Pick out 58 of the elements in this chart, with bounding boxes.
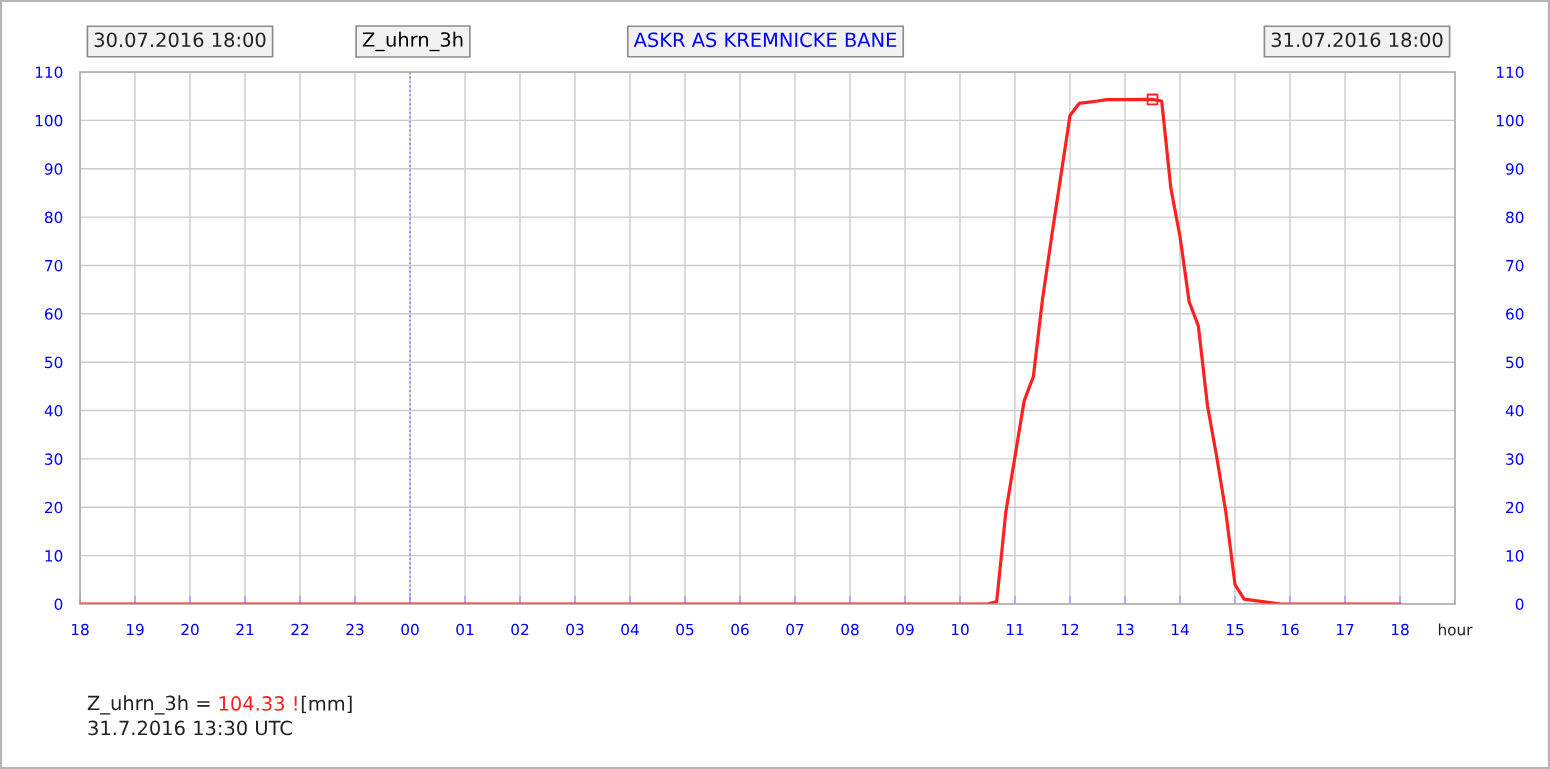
y2-tick-label: 10 bbox=[1506, 550, 1524, 562]
x-tick-label: 06 bbox=[731, 623, 749, 636]
text: 104.33 ! bbox=[219, 696, 297, 711]
x-tick-label: 02 bbox=[511, 623, 529, 636]
x-tick-label: 05 bbox=[676, 623, 694, 636]
y2-tick-label: 30 bbox=[1506, 453, 1524, 465]
y2-tick-label: 0 bbox=[1515, 598, 1524, 611]
chart-title: Z_uhrn_3h bbox=[362, 31, 463, 52]
y-tick-label: 20 bbox=[45, 501, 63, 514]
x-tick-label: 00 bbox=[401, 623, 419, 636]
x-tick-label: 19 bbox=[126, 623, 144, 636]
y2-tick-label: 100 bbox=[1496, 114, 1524, 127]
y2-tick-label: 80 bbox=[1506, 211, 1524, 224]
y2-tick-label: 90 bbox=[1505, 163, 1524, 175]
x-tick-label: 18 bbox=[71, 623, 89, 636]
x-axis-title: hour bbox=[1438, 623, 1473, 636]
text: 31.7.2016 13:30 UTC bbox=[88, 720, 292, 736]
x-tick-label: 09 bbox=[896, 623, 914, 636]
x-tick-label: 07 bbox=[786, 623, 804, 636]
y2-tick-label: 40 bbox=[1505, 405, 1524, 417]
text: 31.07.2016 18:00 bbox=[1271, 32, 1443, 48]
x-tick-label: 03 bbox=[566, 623, 584, 636]
y-tick-label: 80 bbox=[44, 211, 63, 224]
x-tick-label: 16 bbox=[1281, 623, 1299, 636]
y-tick-label: 40 bbox=[44, 405, 63, 417]
y2-tick-label: 50 bbox=[1506, 356, 1524, 369]
y-tick-label: 100 bbox=[35, 114, 63, 127]
x-tick-label: 04 bbox=[621, 623, 639, 636]
y-tick-label: 70 bbox=[45, 259, 63, 272]
x-tick-label: 13 bbox=[1116, 623, 1134, 636]
text: [mm] bbox=[301, 695, 352, 714]
x-tick-label: 15 bbox=[1226, 623, 1244, 636]
text: Z_uhrn_3h = bbox=[87, 695, 210, 715]
y-tick-label: 30 bbox=[45, 453, 63, 465]
chart-subtitle: ASKR AS KREMNICKE BANE bbox=[633, 32, 897, 48]
y2-tick-label: 60 bbox=[1506, 308, 1524, 320]
y-tick-label: 50 bbox=[45, 356, 63, 369]
x-tick-label: 21 bbox=[236, 623, 254, 636]
x-tick-label: 22 bbox=[291, 623, 309, 636]
x-tick-label: 01 bbox=[456, 623, 474, 636]
x-tick-label: 18 bbox=[1391, 623, 1409, 636]
y-tick-label: 60 bbox=[44, 308, 63, 320]
x-tick-label: 11 bbox=[1006, 623, 1024, 636]
y2-tick-label: 70 bbox=[1506, 259, 1524, 272]
x-tick-label: 08 bbox=[841, 623, 859, 636]
x-tick-label: 12 bbox=[1061, 623, 1079, 636]
y2-tick-label: 20 bbox=[1506, 501, 1524, 514]
x-tick-label: 20 bbox=[181, 623, 199, 636]
y2-tick-label: 110 bbox=[1496, 66, 1524, 79]
y-tick-label: 0 bbox=[54, 598, 63, 611]
y-tick-label: 110 bbox=[35, 66, 63, 79]
text: 30.07.2016 18:00 bbox=[94, 32, 266, 48]
x-tick-label: 17 bbox=[1336, 623, 1354, 636]
x-tick-label: 23 bbox=[346, 623, 364, 636]
y-tick-label: 10 bbox=[45, 550, 63, 562]
y-tick-label: 90 bbox=[44, 163, 63, 175]
x-tick-label: 14 bbox=[1171, 623, 1189, 636]
x-tick-label: 10 bbox=[951, 623, 969, 636]
